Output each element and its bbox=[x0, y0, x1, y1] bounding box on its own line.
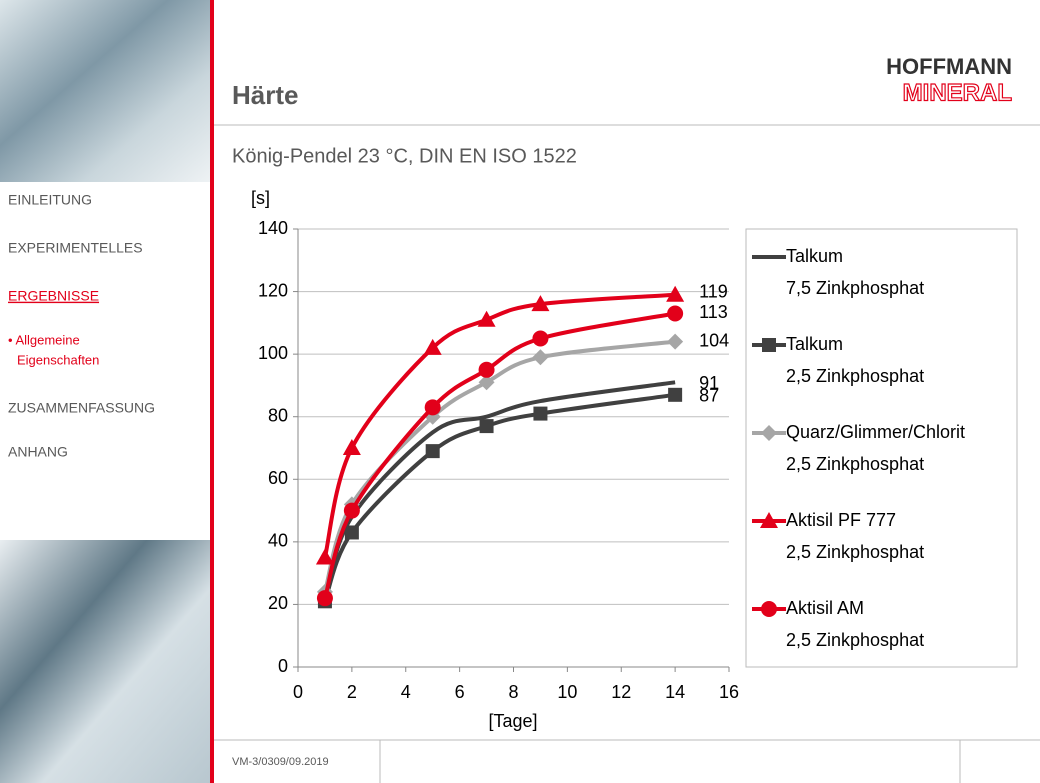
marker bbox=[480, 419, 494, 433]
marker bbox=[425, 399, 441, 415]
y-tick-label: 40 bbox=[268, 531, 288, 551]
y-tick-label: 100 bbox=[258, 343, 288, 363]
marker bbox=[344, 503, 360, 519]
legend-label: 2,5 Zinkphosphat bbox=[786, 454, 924, 474]
legend-label: Aktisil AM bbox=[786, 598, 864, 618]
x-tick-label: 4 bbox=[401, 682, 411, 702]
x-tick-label: 6 bbox=[455, 682, 465, 702]
legend-label: Aktisil PF 777 bbox=[786, 510, 896, 530]
x-tick-label: 0 bbox=[293, 682, 303, 702]
marker bbox=[317, 590, 333, 606]
x-tick-label: 12 bbox=[611, 682, 631, 702]
y-tick-label: 120 bbox=[258, 280, 288, 300]
marker bbox=[479, 362, 495, 378]
marker bbox=[761, 601, 777, 617]
slide-title: Härte bbox=[232, 80, 298, 110]
legend-label: Quarz/Glimmer/Chlorit bbox=[786, 422, 965, 442]
marker bbox=[667, 305, 683, 321]
data-label: 104 bbox=[699, 330, 729, 350]
y-tick-label: 0 bbox=[278, 656, 288, 676]
x-tick-label: 2 bbox=[347, 682, 357, 702]
page: Härte HOFFMANN MINERAL König-Pendel 23 °… bbox=[0, 0, 1040, 783]
footer-image bbox=[0, 540, 210, 783]
y-tick-label: 20 bbox=[268, 593, 288, 613]
marker bbox=[533, 407, 547, 421]
data-label: 87 bbox=[699, 386, 719, 406]
legend-label: 2,5 Zinkphosphat bbox=[786, 366, 924, 386]
nav-item[interactable]: ANHANG bbox=[8, 444, 68, 460]
data-label: 119 bbox=[699, 281, 728, 301]
legend-label: 2,5 Zinkphosphat bbox=[786, 542, 924, 562]
slide: Härte HOFFMANN MINERAL König-Pendel 23 °… bbox=[0, 0, 1040, 783]
nav-item[interactable]: EINLEITUNG bbox=[8, 192, 92, 208]
nav-subitem[interactable]: Eigenschaften bbox=[17, 352, 99, 367]
data-label: 113 bbox=[699, 302, 728, 322]
y-axis-label: [s] bbox=[251, 188, 270, 208]
y-tick-label: 80 bbox=[268, 405, 288, 425]
legend-label: 2,5 Zinkphosphat bbox=[786, 630, 924, 650]
y-tick-label: 60 bbox=[268, 468, 288, 488]
nav-item[interactable]: EXPERIMENTELLES bbox=[8, 240, 143, 256]
x-axis-label: [Tage] bbox=[488, 711, 537, 731]
x-tick-label: 16 bbox=[719, 682, 739, 702]
x-tick-label: 8 bbox=[508, 682, 518, 702]
marker bbox=[668, 388, 682, 402]
legend-label: 7,5 Zinkphosphat bbox=[786, 278, 924, 298]
nav-item[interactable]: ZUSAMMENFASSUNG bbox=[8, 400, 155, 416]
legend-label: Talkum bbox=[786, 246, 843, 266]
legend-label: Talkum bbox=[786, 334, 843, 354]
nav-subitem[interactable]: • Allgemeine bbox=[8, 332, 80, 347]
x-tick-label: 14 bbox=[665, 682, 685, 702]
subtitle: König-Pendel 23 °C, DIN EN ISO 1522 bbox=[232, 145, 577, 167]
x-tick-label: 10 bbox=[557, 682, 577, 702]
header-image bbox=[0, 0, 210, 182]
marker bbox=[345, 525, 359, 539]
logo: HOFFMANN bbox=[886, 54, 1012, 79]
marker bbox=[532, 331, 548, 347]
logo: MINERAL bbox=[903, 79, 1012, 106]
marker bbox=[426, 444, 440, 458]
y-tick-label: 140 bbox=[258, 218, 288, 238]
nav-item-active[interactable]: ERGEBNISSE bbox=[8, 288, 99, 304]
footer-text: VM-3/0309/09.2019 bbox=[232, 756, 329, 768]
marker bbox=[762, 338, 776, 352]
